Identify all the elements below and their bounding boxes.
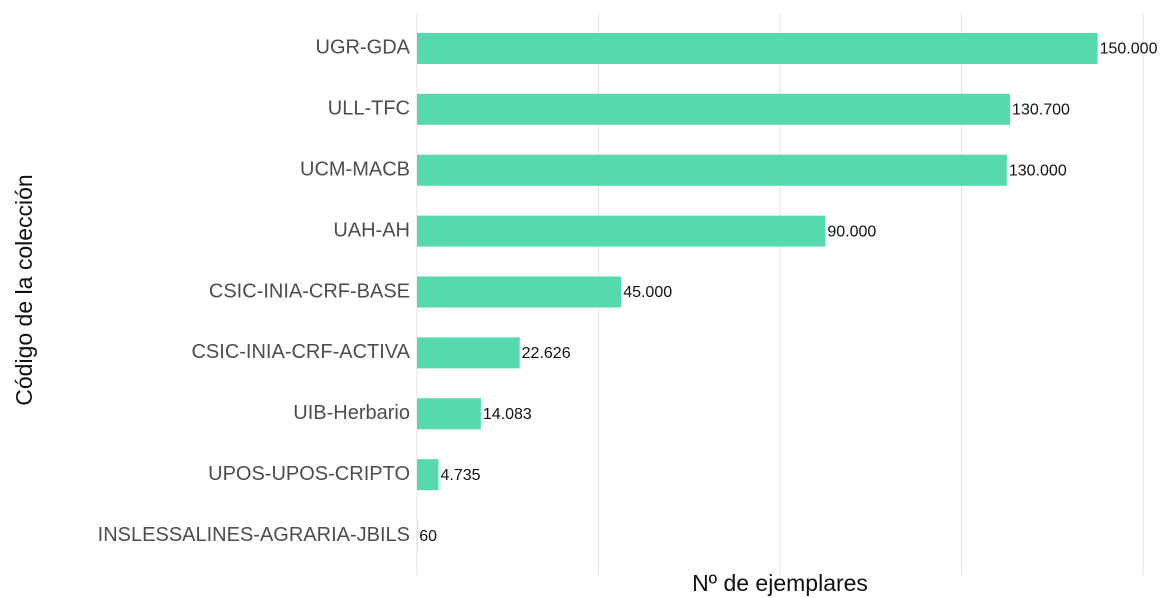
value-label: 90.000 bbox=[827, 223, 876, 240]
y-tick-label: UPOS-UPOS-CRIPTO bbox=[208, 463, 410, 485]
y-axis-title: Código de la colección bbox=[11, 174, 37, 405]
bar bbox=[417, 398, 481, 430]
value-label: 130.700 bbox=[1012, 102, 1070, 119]
value-label: 150.000 bbox=[1100, 41, 1158, 58]
bar bbox=[417, 215, 826, 247]
bar bbox=[417, 154, 1007, 186]
y-tick-label: CSIC-INIA-CRF-BASE bbox=[209, 280, 410, 302]
value-label: 14.083 bbox=[483, 406, 532, 423]
value-label: 4.735 bbox=[440, 467, 480, 484]
value-label: 22.626 bbox=[522, 345, 571, 362]
value-label: 130.000 bbox=[1009, 162, 1067, 179]
y-tick-label: UGR-GDA bbox=[316, 37, 411, 59]
y-tick-label: UIB-Herbario bbox=[293, 402, 410, 424]
bar bbox=[417, 337, 520, 369]
y-tick-label: ULL-TFC bbox=[328, 98, 410, 120]
bar bbox=[417, 276, 622, 308]
bar bbox=[417, 93, 1011, 125]
value-label: 60 bbox=[419, 528, 437, 545]
y-tick-label: INSLESSALINES-AGRARIA-JBILS bbox=[98, 524, 410, 546]
y-tick-label: UAH-AH bbox=[333, 219, 410, 241]
bar bbox=[417, 459, 439, 491]
y-tick-label: CSIC-INIA-CRF-ACTIVA bbox=[191, 341, 410, 363]
y-tick-label: UCM-MACB bbox=[300, 159, 410, 181]
value-label: 45.000 bbox=[623, 284, 672, 301]
bar bbox=[417, 32, 1098, 64]
